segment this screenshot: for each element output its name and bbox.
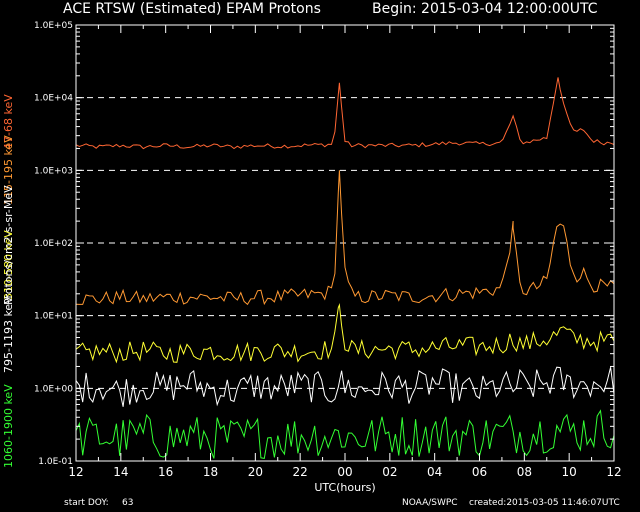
chart-title: ACE RTSW (Estimated) EPAM Protons [63, 1, 321, 17]
x-tick-label-11: 10 [562, 465, 577, 479]
y-tick-label-4: 1.0E+03 [34, 166, 73, 176]
series-line-47-68-keV [75, 77, 615, 150]
source-label: NOAA/SWPC [402, 498, 458, 508]
start-doy-label: start DOY: [64, 498, 109, 508]
start-doy-value: 63 [122, 498, 134, 508]
x-axis-title: UTC(hours) [314, 481, 375, 494]
x-tick-label-10: 08 [517, 465, 532, 479]
label-1060-1900: 1060-1900 keV [2, 384, 15, 468]
y-tick-label-5: 1.0E+04 [34, 94, 73, 104]
x-tick-label-7: 02 [382, 465, 397, 479]
x-tick-label-1: 14 [113, 465, 128, 479]
label-795-1193: 795-1193 keV [2, 296, 15, 373]
x-tick-label-0: 12 [68, 465, 83, 479]
y-tick-label-2: 1.0E+01 [34, 312, 73, 322]
y-tick-label-0: 1.0E-01 [38, 457, 73, 467]
x-tick-label-9: 06 [472, 465, 487, 479]
series-line-115-195-keV [75, 170, 615, 306]
series-line-310-580-keV [75, 303, 615, 364]
y-tick-label-1: 1.0E+00 [34, 384, 73, 394]
y-tick-label-3: 1.0E+02 [34, 239, 73, 249]
created-timestamp: created:2015-03-05 11:46:07UTC [469, 498, 620, 508]
x-tick-label-3: 18 [203, 465, 218, 479]
x-tick-label-4: 20 [248, 465, 263, 479]
x-tick-label-2: 16 [158, 465, 173, 479]
series-line-795-1193-keV [75, 366, 615, 407]
begin-time: Begin: 2015-03-04 12:00:00UTC [372, 1, 598, 17]
y-tick-label-6: 1.0E+05 [34, 21, 73, 31]
y-axis-title: Protons/cm2-s-sr-MeV [2, 185, 15, 305]
x-tick-label-6: 00 [337, 465, 352, 479]
x-tick-label-12: 12 [606, 465, 621, 479]
series-line-1060-1900-keV [75, 409, 615, 459]
x-tick-label-8: 04 [427, 465, 442, 479]
x-tick-label-5: 22 [293, 465, 308, 479]
